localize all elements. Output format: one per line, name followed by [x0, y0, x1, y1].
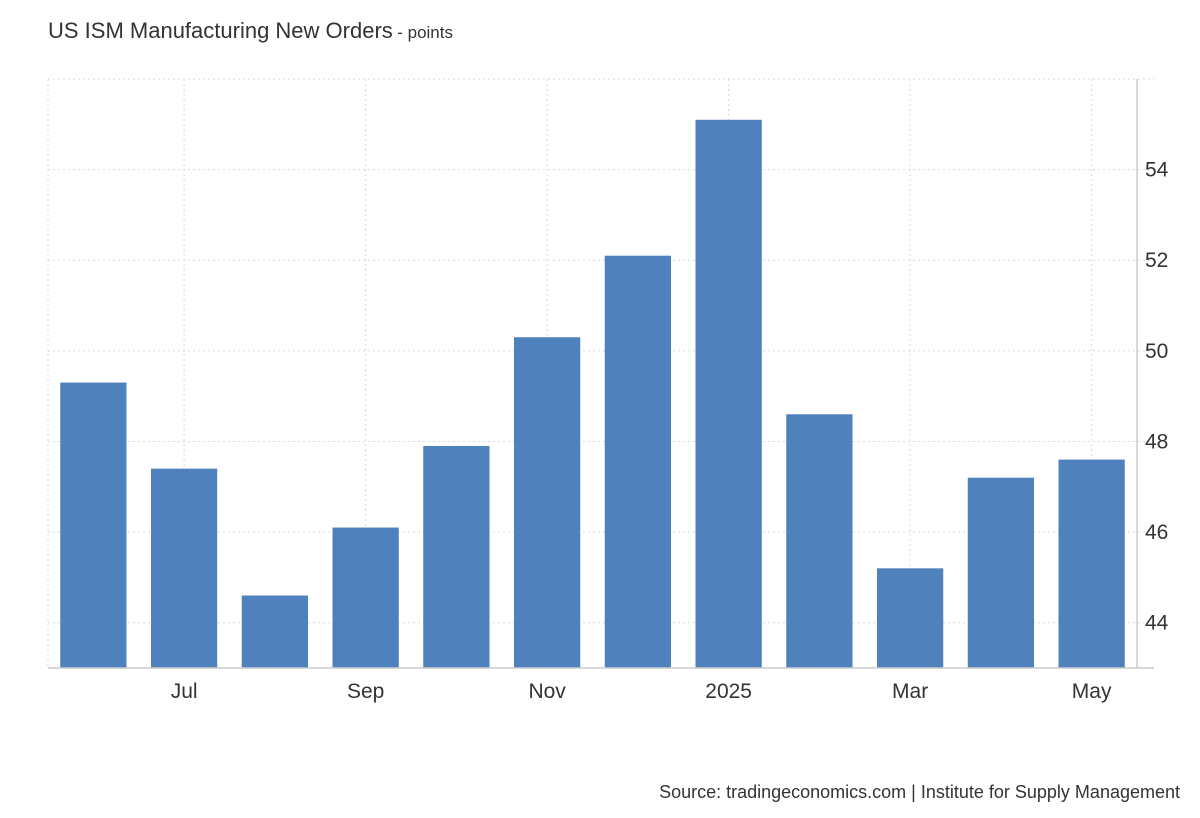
chart-title: US ISM Manufacturing New Orders - points [48, 18, 453, 44]
chart-title-unit: - points [397, 23, 453, 42]
y-tick-label: 44 [1145, 612, 1169, 635]
bar [604, 255, 671, 668]
y-tick-label: 48 [1145, 430, 1168, 453]
bar [1058, 459, 1125, 668]
axes [48, 79, 1154, 669]
bar [60, 382, 127, 668]
bar [423, 445, 490, 668]
bar [695, 119, 762, 669]
bar [967, 477, 1034, 668]
x-tick-label: 2025 [705, 680, 752, 703]
y-tick-label: 50 [1145, 340, 1168, 363]
y-tick-label: 46 [1145, 521, 1168, 544]
x-tick-label: Mar [892, 680, 928, 703]
bar [514, 337, 581, 668]
chart-title-main: US ISM Manufacturing New Orders [48, 18, 393, 43]
tick-labels: 44 46 48 50 52 54 Jul Sep Nov 2025 Mar May [171, 159, 1169, 703]
bar [877, 568, 944, 668]
x-tick-label: May [1072, 680, 1112, 703]
y-tick-label: 52 [1145, 249, 1168, 272]
y-tick-label: 54 [1145, 159, 1169, 182]
source-note: Source: tradingeconomics.com | Institute… [659, 782, 1180, 802]
x-tick-label: Jul [171, 680, 198, 703]
bar [332, 527, 399, 668]
x-tick-label: Nov [528, 680, 566, 703]
x-tick-label: Sep [347, 680, 384, 703]
bar [151, 468, 218, 668]
bars [60, 119, 1125, 669]
bar [241, 595, 308, 668]
bar [786, 414, 853, 668]
